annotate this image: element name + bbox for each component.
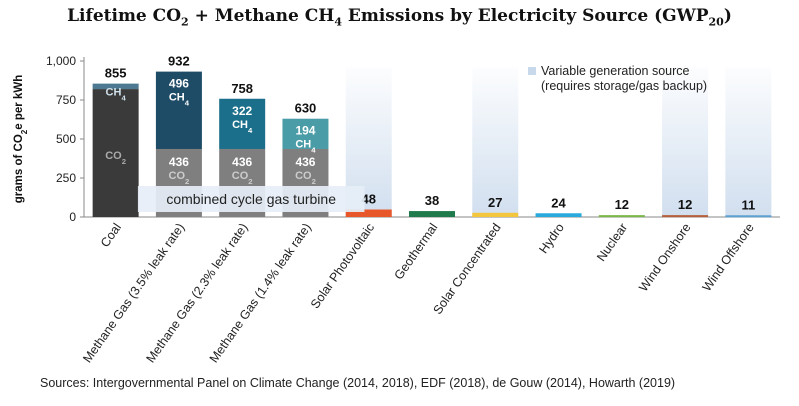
bar-value (472, 212, 519, 217)
ch4-value-label: 322 (232, 104, 252, 118)
legend-swatch (528, 67, 536, 75)
category-label: Geothermal (392, 221, 441, 283)
bar-value (535, 213, 582, 217)
total-value-label: 630 (295, 101, 317, 116)
total-value-label: 758 (231, 81, 253, 96)
category-label: Wind Onshore (636, 221, 693, 295)
y-tick-label: 0 (69, 210, 76, 224)
total-value-label: 12 (615, 197, 629, 212)
total-value-label: 855 (105, 66, 127, 81)
variable-source-band (662, 67, 709, 217)
category-label: Solar Concentrated (430, 221, 503, 317)
category-label: Solar Photovoltaic (308, 221, 377, 312)
co2-value-label: 436 (169, 155, 189, 169)
y-tick-label: 750 (56, 93, 76, 107)
co2-label: CO2 (105, 150, 126, 166)
bar-co2 (92, 89, 139, 217)
total-value-label: 27 (488, 195, 502, 210)
total-value-label: 38 (425, 193, 439, 208)
total-value-label: 11 (741, 197, 755, 212)
bar-ch4 (92, 83, 139, 90)
ccgt-label: combined cycle gas turbine (166, 191, 336, 207)
bar-ch4 (219, 98, 266, 149)
ch4-label: CH4 (232, 119, 253, 135)
ch4-value-label: 496 (169, 77, 189, 91)
total-value-label: 24 (551, 195, 566, 210)
co2-label: CO2 (232, 170, 253, 186)
bar-value (725, 215, 772, 218)
ch4-value-label: 194 (295, 124, 315, 138)
bar-ch4 (155, 71, 202, 149)
total-value-label: 12 (678, 197, 692, 212)
category-label: Nuclear (594, 221, 630, 264)
bar-value (662, 215, 709, 218)
variable-source-band (725, 67, 772, 217)
legend-text-line1: Variable generation source (541, 64, 690, 78)
category-label: Methane Gas (3.5% leak rate) (80, 221, 187, 366)
ch4-label: CH4 (169, 92, 190, 108)
category-label: Wind Offshore (700, 221, 757, 294)
ch4-label: CH4 (106, 87, 127, 103)
category-label: Coal (98, 221, 124, 250)
y-tick-label: 250 (56, 171, 76, 185)
co2-label: CO2 (295, 170, 316, 186)
ch4-label: CH4 (295, 139, 316, 155)
y-tick-label: 1,000 (46, 54, 76, 68)
ccgt-box (137, 186, 365, 212)
bar-ch4 (282, 118, 329, 149)
variable-source-band (472, 67, 519, 217)
y-axis-label: grams of CO2e per kWh (13, 75, 29, 203)
total-value-label: 48 (361, 192, 375, 207)
co2-value-label: 436 (295, 155, 315, 169)
legend-text-line2: (requires storage/gas backup) (541, 79, 707, 93)
sources-note: Sources: Intergovernmental Panel on Clim… (40, 376, 676, 390)
bar-value (345, 209, 392, 217)
category-label: Hydro (536, 221, 567, 256)
co2-label: CO2 (169, 170, 190, 186)
bar-value (409, 211, 455, 217)
y-tick-label: 500 (56, 132, 76, 146)
total-value-label: 932 (168, 54, 190, 69)
bar-value (598, 215, 645, 218)
chart-title: Lifetime CO2 + Methane CH4 Emissions by … (67, 6, 732, 29)
co2-value-label: 436 (232, 155, 252, 169)
